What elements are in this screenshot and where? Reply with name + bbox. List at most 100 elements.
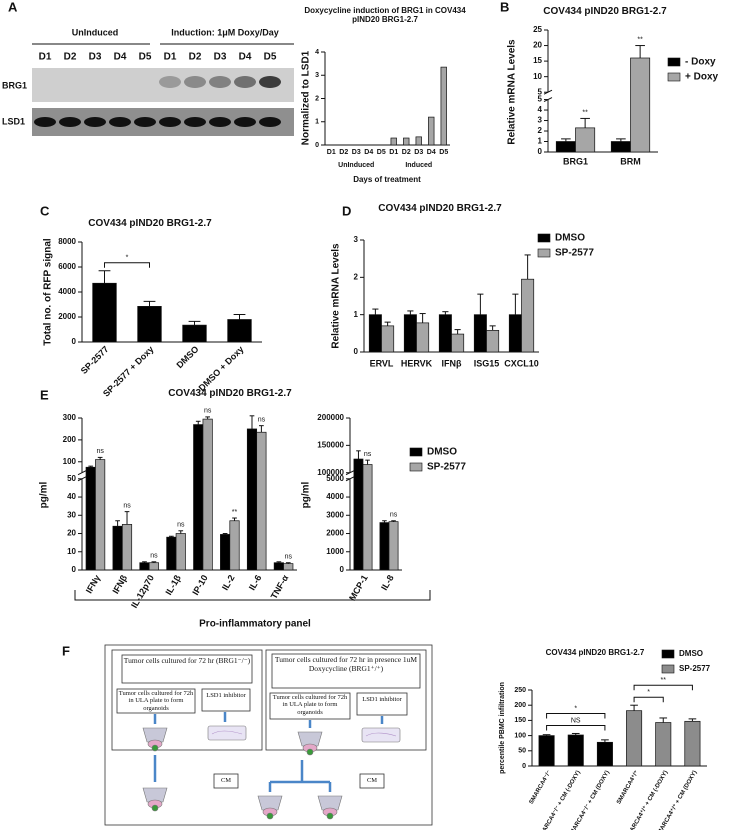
- legend-label: SP-2577: [427, 462, 466, 473]
- error-bar: [178, 530, 184, 534]
- bar: [175, 533, 186, 571]
- y-tick-label: 0: [538, 147, 543, 156]
- error-bar: [512, 293, 519, 315]
- y-tick-label: 2: [538, 126, 543, 135]
- blot-lane-label: D5: [264, 52, 277, 63]
- diagram-box: [359, 773, 385, 789]
- panel-label: F: [62, 643, 70, 658]
- chart-title: COV434 pIND20 BRG1-2.7: [88, 218, 212, 229]
- x-tick-label: MCP-1: [347, 573, 370, 602]
- x-tick-label: IP-10: [190, 573, 209, 597]
- error-bar: [601, 739, 609, 743]
- y-tick-label: 200: [63, 435, 77, 444]
- bar: [438, 314, 452, 353]
- blot-group-label: Induction: 1μM Doxy/Day: [171, 27, 279, 37]
- significance: ns: [150, 553, 158, 560]
- bar: [567, 734, 584, 767]
- bar: [486, 329, 500, 353]
- chart-title: COV434 pIND20 BRG1-2.7: [168, 388, 292, 399]
- bar: [655, 722, 672, 767]
- blot-group-label: UnInduced: [72, 27, 119, 37]
- significance: **: [582, 109, 588, 116]
- bar: [473, 314, 487, 353]
- bar: [575, 127, 596, 153]
- x-tick-label: SP-2577: [79, 344, 111, 376]
- x-tick-label: SMARCA4⁻/⁻: [529, 770, 553, 806]
- blot-band: [109, 117, 131, 127]
- bar: [148, 562, 159, 571]
- diagram-right-inhibitor: LSD1 inhibitor: [362, 696, 402, 703]
- diagram-text: Tumor cells cultured for 72 hr (BRG1⁻/⁻): [123, 657, 251, 665]
- bar: [227, 319, 252, 343]
- blot-band: [209, 117, 231, 127]
- panel-bracket: [74, 590, 431, 601]
- x-tick-label: D3: [352, 149, 361, 156]
- x-tick-label: D2: [339, 149, 348, 156]
- x-tick-label: D3: [414, 149, 423, 156]
- error-bar: [151, 561, 157, 563]
- error-bar: [372, 308, 379, 315]
- error-bar: [276, 561, 282, 563]
- legend-swatch: [667, 72, 681, 82]
- bar: [85, 466, 96, 571]
- blot-band: [159, 117, 181, 127]
- blot-band: [234, 76, 256, 88]
- bar: [596, 741, 613, 767]
- diagram-left-organoids: Tumor cells cultured for 72h in ULA plat…: [118, 690, 194, 712]
- blot-lane-label: D4: [114, 52, 127, 63]
- diagram-box: [269, 692, 351, 720]
- error-bar: [124, 511, 130, 525]
- blot-lane-label: D1: [164, 52, 177, 63]
- diagram-arrows: [153, 712, 384, 792]
- significance-bracket: [546, 724, 606, 731]
- bar: [246, 428, 258, 571]
- legend-swatch: [409, 462, 423, 472]
- chart-title: COV434 pIND20 BRG1-2.7: [543, 6, 667, 17]
- diagram-box: [121, 654, 253, 684]
- y-axis-label: Relative mRNA Levels: [331, 243, 342, 349]
- panel-label: B: [500, 0, 509, 14]
- y-tick-label: 100000: [317, 468, 344, 477]
- y-tick-label: 200: [514, 702, 526, 709]
- bar: [182, 324, 207, 343]
- diagram-box: [356, 692, 408, 716]
- blot-band: [34, 117, 56, 127]
- y-tick-label: 250: [514, 687, 526, 694]
- legend-label: DMSO: [555, 233, 585, 244]
- error-bar: [524, 254, 531, 280]
- bar: [428, 116, 435, 146]
- bar: [368, 314, 382, 353]
- y-tick-label: 50: [518, 748, 526, 755]
- significance: ns: [258, 417, 266, 424]
- error-bar: [222, 533, 228, 535]
- x-tick-label: IL-8: [379, 573, 396, 592]
- significance-bracket: [104, 262, 150, 268]
- chart-title: COV434 pIND20 BRG1-2.7: [545, 648, 645, 657]
- y-axis-label: Relative mRNA Levels: [507, 39, 518, 145]
- significance: *: [574, 705, 577, 712]
- legend-swatch: [667, 57, 681, 67]
- error-bar: [542, 734, 551, 736]
- blot-row-label: LSD1: [2, 116, 25, 126]
- significance: ns: [96, 448, 104, 455]
- bar: [121, 524, 133, 571]
- bar: [353, 458, 364, 571]
- x-tick-label: IL-2: [220, 573, 237, 592]
- x-tick-label: D5: [439, 149, 448, 156]
- diagram-left-title: Tumor cells cultured for 72 hr (BRG1⁻/⁻): [123, 657, 251, 665]
- diagram-text: CM: [366, 777, 378, 784]
- x-tick-label: IL-12p70: [129, 573, 156, 610]
- blot-band: [84, 117, 106, 127]
- bar: [684, 720, 701, 767]
- y-tick-label: 40: [67, 492, 76, 501]
- y-tick-label: 1: [538, 137, 543, 146]
- y-tick-label: 1: [354, 310, 359, 319]
- blot-band: [184, 117, 206, 127]
- y-tick-label: 5: [538, 95, 543, 104]
- y-tick-label: 150000: [317, 440, 344, 449]
- x-tick-label: IL-6: [247, 573, 264, 592]
- diagram-right-cm: CM: [366, 777, 378, 784]
- error-bar: [407, 310, 414, 315]
- significance: ns: [285, 554, 293, 561]
- blot-band: [184, 76, 206, 88]
